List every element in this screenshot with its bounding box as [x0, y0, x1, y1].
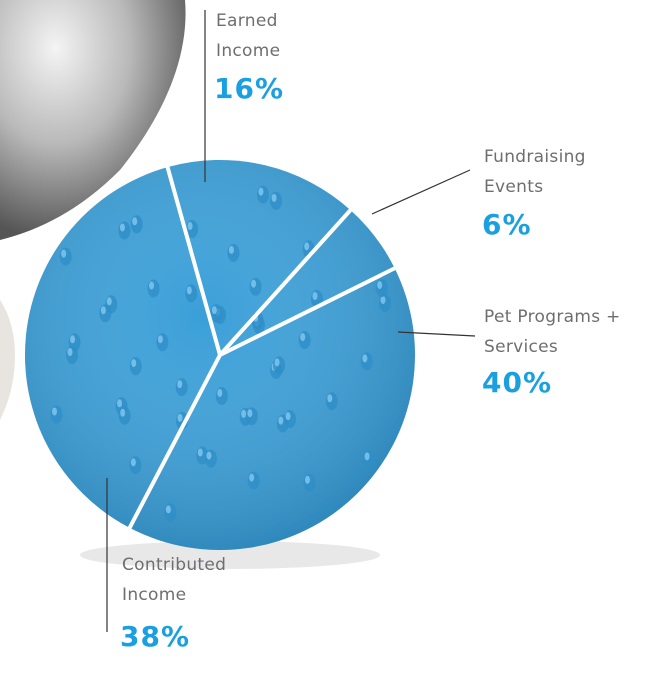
spike-highlight — [217, 389, 222, 397]
spike-highlight — [177, 380, 182, 388]
spike-highlight — [278, 417, 283, 425]
spike-highlight — [229, 246, 234, 254]
ball-spike — [250, 278, 262, 296]
ball-spike — [246, 407, 258, 425]
ball-spike — [131, 215, 143, 233]
ball-spike — [376, 279, 388, 297]
spike-highlight — [247, 409, 252, 417]
ball-spike — [129, 456, 141, 474]
spike-highlight — [365, 452, 370, 460]
spike-highlight — [149, 282, 154, 290]
spike-highlight — [241, 410, 246, 418]
ball-spike — [216, 387, 228, 405]
ball-spike — [130, 357, 142, 375]
value-label: 16% — [214, 72, 284, 105]
spike-highlight — [131, 359, 136, 367]
spike-highlight — [198, 448, 203, 456]
spike-highlight — [101, 306, 106, 314]
ball-spike — [156, 333, 168, 351]
category-label: Fundraising Events — [484, 142, 604, 202]
spike-highlight — [132, 217, 137, 225]
spike-highlight — [131, 458, 136, 466]
ball-spike — [50, 406, 62, 424]
ball-spike — [284, 410, 296, 428]
spike-highlight — [380, 296, 385, 304]
value-label: 6% — [482, 208, 532, 241]
spike-highlight — [178, 414, 183, 422]
ball-spike — [303, 474, 315, 492]
spike-highlight — [158, 335, 163, 343]
ball-spike — [326, 392, 338, 410]
spike-highlight — [251, 280, 256, 288]
ball-spike — [205, 450, 217, 468]
ball-spike — [361, 352, 373, 370]
ball-spike — [66, 346, 78, 364]
spike-highlight — [70, 335, 75, 343]
category-label: Earned Income — [216, 6, 316, 66]
spike-highlight — [362, 354, 367, 362]
ball-spike — [363, 450, 375, 468]
ball-spike — [176, 378, 188, 396]
ball-spike — [119, 407, 131, 425]
spike-highlight — [61, 250, 66, 258]
spike-highlight — [275, 358, 280, 366]
spike-highlight — [249, 474, 254, 482]
infographic: Earned Income 16% Fundraising Events 6% Pet … — [0, 0, 648, 679]
leader-line — [372, 170, 470, 214]
ball-spike — [164, 503, 176, 521]
value-label: 40% — [482, 366, 552, 399]
ball-spike — [99, 304, 111, 322]
spike-highlight — [166, 505, 171, 513]
spike-highlight — [120, 223, 125, 231]
spike-highlight — [117, 399, 122, 407]
spike-highlight — [206, 452, 211, 460]
spike-highlight — [304, 242, 309, 250]
value-label: 38% — [120, 620, 190, 653]
spike-highlight — [107, 297, 112, 305]
ball-spike — [60, 248, 72, 266]
ball-spike — [118, 221, 130, 239]
spike-highlight — [52, 408, 57, 416]
ball-spike — [248, 472, 260, 490]
spike-highlight — [312, 292, 317, 300]
category-label: Pet Programs + Services — [484, 302, 648, 362]
spike-highlight — [377, 281, 382, 289]
ball-spike — [185, 284, 197, 302]
ball-spike — [148, 280, 160, 298]
ball-spike — [227, 244, 239, 262]
spike-highlight — [120, 409, 125, 417]
ball-spike — [257, 186, 269, 204]
spike-highlight — [272, 194, 277, 202]
spike-highlight — [286, 412, 291, 420]
spike-highlight — [327, 394, 332, 402]
spike-highlight — [305, 476, 310, 484]
ball-spike — [299, 331, 311, 349]
spike-highlight — [212, 306, 217, 314]
spike-highlight — [68, 348, 73, 356]
spike-highlight — [188, 222, 193, 230]
spike-highlight — [258, 188, 263, 196]
dog-paw — [0, 300, 15, 420]
spike-highlight — [187, 286, 192, 294]
spike-highlight — [300, 333, 305, 341]
ball-spike — [270, 192, 282, 210]
ball-spike — [273, 356, 285, 374]
category-label: Contributed Income — [122, 550, 252, 610]
